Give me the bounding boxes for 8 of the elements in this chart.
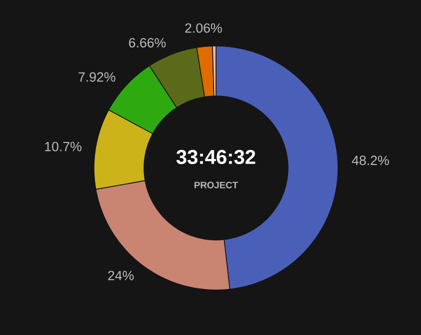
data-label: 7.92% (78, 72, 116, 82)
data-label: 48.2% (352, 156, 389, 166)
data-label: 6.66% (129, 38, 166, 48)
data-label: 2.06% (185, 23, 222, 33)
data-label: 24% (108, 270, 134, 280)
text: PROJECT (194, 182, 238, 188)
text: 33:46:32 (176, 150, 256, 164)
data-label: 10.7% (45, 142, 82, 152)
